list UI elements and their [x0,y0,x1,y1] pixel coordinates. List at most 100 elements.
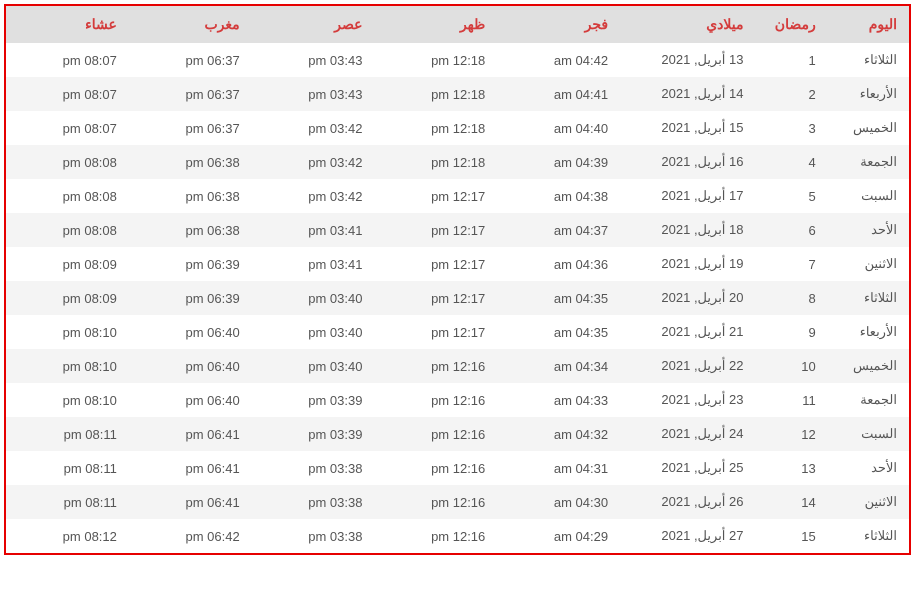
table-cell: pm 03:42 [252,111,375,145]
table-cell: pm 08:08 [6,213,129,247]
table-cell: pm 12:17 [374,179,497,213]
table-cell: pm 12:18 [374,111,497,145]
table-cell: 6 [756,213,828,247]
table-cell: الأحد [828,451,909,485]
table-cell: pm 08:09 [6,247,129,281]
table-cell: pm 12:17 [374,315,497,349]
table-cell: 17 أبريل, 2021 [620,179,755,213]
table-cell: pm 03:43 [252,77,375,111]
table-cell: pm 08:10 [6,383,129,417]
table-cell: الأربعاء [828,77,909,111]
table-row: الاثنين1426 أبريل, 2021am 04:30pm 12:16p… [6,485,909,519]
table-cell: pm 03:39 [252,383,375,417]
table-cell: pm 06:39 [129,247,252,281]
table-row: الأحد1325 أبريل, 2021am 04:31pm 12:16pm … [6,451,909,485]
table-cell: pm 12:16 [374,349,497,383]
table-cell: pm 06:41 [129,417,252,451]
table-cell: am 04:31 [497,451,620,485]
table-cell: pm 06:38 [129,145,252,179]
table-cell: am 04:40 [497,111,620,145]
table-cell: 13 [756,451,828,485]
col-header-day: اليوم [828,6,909,43]
table-cell: pm 08:10 [6,349,129,383]
table-row: الثلاثاء113 أبريل, 2021am 04:42pm 12:18p… [6,43,909,77]
table-cell: am 04:32 [497,417,620,451]
table-cell: 1 [756,43,828,77]
table-cell: الثلاثاء [828,43,909,77]
table-cell: am 04:34 [497,349,620,383]
table-cell: pm 06:40 [129,315,252,349]
table-cell: 8 [756,281,828,315]
table-cell: 21 أبريل, 2021 [620,315,755,349]
table-cell: 20 أبريل, 2021 [620,281,755,315]
table-cell: 15 [756,519,828,553]
table-cell: 22 أبريل, 2021 [620,349,755,383]
table-cell: 13 أبريل, 2021 [620,43,755,77]
table-cell: 23 أبريل, 2021 [620,383,755,417]
table-cell: 4 [756,145,828,179]
table-row: الاثنين719 أبريل, 2021am 04:36pm 12:17pm… [6,247,909,281]
table-cell: pm 06:40 [129,349,252,383]
table-cell: pm 06:39 [129,281,252,315]
table-row: السبت517 أبريل, 2021am 04:38pm 12:17pm 0… [6,179,909,213]
table-cell: pm 06:38 [129,179,252,213]
table-cell: pm 03:40 [252,281,375,315]
table-cell: pm 06:41 [129,485,252,519]
table-cell: am 04:33 [497,383,620,417]
table-cell: pm 06:37 [129,111,252,145]
table-cell: pm 12:16 [374,485,497,519]
table-cell: 10 [756,349,828,383]
prayer-times-table-wrapper: اليوم رمضان ميلادي فجر ظهر عصر مغرب عشاء… [4,4,911,555]
table-cell: 19 أبريل, 2021 [620,247,755,281]
col-header-maghrib: مغرب [129,6,252,43]
col-header-ramadan: رمضان [756,6,828,43]
table-cell: 12 [756,417,828,451]
table-cell: 18 أبريل, 2021 [620,213,755,247]
table-cell: am 04:35 [497,281,620,315]
table-cell: 16 أبريل, 2021 [620,145,755,179]
table-cell: 3 [756,111,828,145]
table-cell: am 04:36 [497,247,620,281]
table-row: الأحد618 أبريل, 2021am 04:37pm 12:17pm 0… [6,213,909,247]
table-cell: pm 08:07 [6,77,129,111]
table-cell: pm 08:11 [6,417,129,451]
table-cell: pm 03:41 [252,213,375,247]
table-cell: pm 03:38 [252,519,375,553]
table-cell: 7 [756,247,828,281]
table-cell: pm 12:18 [374,145,497,179]
table-cell: 26 أبريل, 2021 [620,485,755,519]
table-cell: pm 03:43 [252,43,375,77]
col-header-asr: عصر [252,6,375,43]
table-cell: pm 06:38 [129,213,252,247]
table-cell: pm 03:39 [252,417,375,451]
table-row: الخميس315 أبريل, 2021am 04:40pm 12:18pm … [6,111,909,145]
table-cell: pm 06:37 [129,77,252,111]
table-cell: pm 03:40 [252,349,375,383]
table-cell: pm 03:38 [252,451,375,485]
table-row: الجمعة1123 أبريل, 2021am 04:33pm 12:16pm… [6,383,909,417]
table-cell: pm 08:10 [6,315,129,349]
table-cell: am 04:41 [497,77,620,111]
table-cell: pm 12:18 [374,43,497,77]
table-cell: 25 أبريل, 2021 [620,451,755,485]
table-cell: 2 [756,77,828,111]
table-cell: pm 12:16 [374,417,497,451]
table-cell: pm 08:11 [6,451,129,485]
table-cell: الجمعة [828,145,909,179]
table-cell: pm 08:08 [6,145,129,179]
table-cell: 27 أبريل, 2021 [620,519,755,553]
table-cell: 11 [756,383,828,417]
table-cell: am 04:39 [497,145,620,179]
table-cell: pm 08:11 [6,485,129,519]
table-cell: pm 08:07 [6,43,129,77]
table-cell: am 04:30 [497,485,620,519]
table-cell: الثلاثاء [828,519,909,553]
table-cell: pm 12:16 [374,451,497,485]
table-header-row: اليوم رمضان ميلادي فجر ظهر عصر مغرب عشاء [6,6,909,43]
table-cell: pm 12:17 [374,247,497,281]
col-header-dhuhr: ظهر [374,6,497,43]
table-cell: 24 أبريل, 2021 [620,417,755,451]
table-cell: pm 06:37 [129,43,252,77]
table-cell: الثلاثاء [828,281,909,315]
table-cell: 15 أبريل, 2021 [620,111,755,145]
